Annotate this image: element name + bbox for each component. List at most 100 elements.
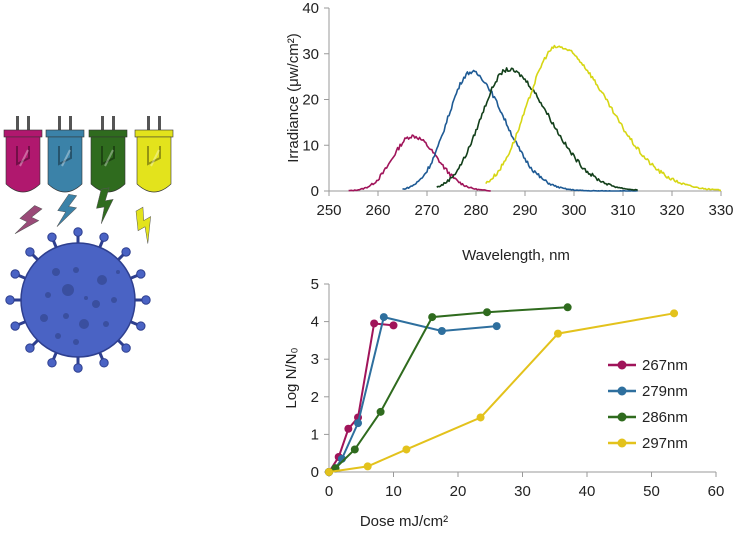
led-filament	[101, 146, 115, 166]
spectrum-y-tick-label: 30	[302, 46, 319, 63]
uv-led-icon	[134, 116, 174, 193]
virus-body	[20, 242, 136, 358]
led-pin	[27, 116, 30, 132]
spectrum-x-tick-label: 330	[708, 202, 733, 219]
led-body	[5, 136, 41, 193]
virus-spike-tip	[141, 295, 151, 305]
dose-response-point	[492, 322, 501, 331]
spectrum-chart: 250 260 270 280 290 300 310 320 330 0 10 20 30 40 Wav…	[285, 0, 734, 264]
virus-spike-tip	[73, 227, 83, 237]
dose-response-point	[476, 413, 485, 422]
virus-spot	[103, 321, 109, 327]
virus-spot	[97, 275, 107, 285]
spectrum-labels: Wavelength, nm Irradiance (μw/cm²)	[285, 33, 570, 264]
lightning-bolts	[14, 187, 151, 244]
legend-label: 267nm	[642, 357, 688, 374]
spectrum-x-tick-label: 320	[659, 202, 684, 219]
dose-response-point	[325, 468, 333, 476]
virus-spike-tip	[136, 321, 146, 331]
virus-spot	[73, 339, 79, 345]
virus-spike-tip	[47, 232, 57, 242]
dose-response-point	[553, 329, 562, 338]
lightning-bolt-icon	[135, 206, 151, 244]
led-filament	[58, 146, 72, 166]
dose-response-point	[437, 327, 446, 335]
uv-led-illustration	[3, 116, 174, 373]
dose-response-point	[354, 419, 363, 428]
led-rim	[3, 129, 43, 138]
led-pin	[158, 116, 161, 132]
virus-icon	[5, 227, 151, 373]
legend-swatch-marker	[617, 360, 627, 370]
legend-label: 279nm	[642, 383, 688, 400]
spectrum-x-tick-label: 290	[512, 202, 537, 219]
spectrum-x-tick-label: 280	[463, 202, 488, 219]
led-filament	[147, 146, 161, 166]
virus-spot	[63, 313, 69, 319]
led-pin	[58, 116, 61, 132]
legend-label: 286nm	[642, 409, 688, 426]
dose-y-tick-label: 2	[311, 389, 319, 406]
virus-spike-tip	[10, 321, 20, 331]
dose-x-tick-label: 50	[643, 483, 660, 500]
dose-response-point	[370, 319, 379, 328]
dose-y-tick-label: 5	[311, 276, 319, 293]
dose-response-point	[389, 321, 398, 330]
lightning-bolt-icon	[56, 193, 78, 227]
led-pin	[147, 116, 150, 132]
virus-spot	[79, 319, 89, 329]
led-reflection	[104, 149, 114, 167]
dose-x-tick-label: 60	[708, 483, 725, 500]
dose-y-tick-label: 0	[311, 464, 319, 481]
dose-x-tick-label: 40	[579, 483, 596, 500]
led-pin	[101, 116, 104, 132]
virus-spike-tip	[5, 295, 15, 305]
dose-x-axis-label: Dose mJ/cm²	[360, 513, 448, 530]
led-pin	[16, 116, 19, 132]
dose-response-point	[428, 313, 437, 322]
dose-x-tick-label: 10	[385, 483, 402, 500]
spectrum-axes: 250 260 270 280 290 300 310 320 330 0 10 20 30 40	[302, 0, 733, 219]
led-reflection	[150, 149, 160, 167]
dose-response-point	[563, 303, 572, 312]
uv-led-icon	[88, 116, 128, 193]
dose-response-point	[483, 308, 492, 317]
dose-y-tick-label: 3	[311, 351, 319, 368]
led-pin	[112, 116, 115, 132]
virus-spot	[55, 333, 61, 339]
virus-spot	[52, 268, 60, 276]
dose-response-line	[328, 312, 675, 473]
spectrum-y-tick-label: 0	[311, 183, 319, 200]
virus-spike-tip	[99, 358, 109, 368]
virus-spike-tip	[73, 363, 83, 373]
virus-spot	[62, 284, 74, 296]
legend-swatch-marker	[617, 438, 627, 448]
spectrum-y-tick-label: 20	[302, 92, 319, 109]
legend-swatch-marker	[617, 412, 627, 422]
led-group	[3, 116, 174, 193]
dose-x-tick-label: 30	[514, 483, 531, 500]
inactivation-chart: 0 10 20 30 40 50 60 0 1 2 3 4 5 267nm 279nm 286nm 297nm…	[283, 276, 724, 530]
led-body	[90, 136, 126, 193]
virus-spot	[40, 314, 48, 322]
dose-x-tick-label: 20	[450, 483, 467, 500]
virus-spike-tip	[136, 269, 146, 279]
dose-response-line	[328, 306, 568, 473]
dose-x-tick-label: 0	[325, 483, 333, 500]
spectrum-x-tick-label: 260	[365, 202, 390, 219]
virus-spike-tip	[121, 247, 131, 257]
led-reflection	[19, 149, 29, 167]
spectrum-line	[348, 134, 491, 192]
dose-response-point	[376, 407, 385, 416]
legend-label: 297nm	[642, 435, 688, 452]
spectrum-y-axis-label: Irradiance (μw/cm²)	[285, 33, 302, 163]
virus-spike-tip	[47, 358, 57, 368]
virus-spike-tip	[10, 269, 20, 279]
led-rim	[88, 129, 128, 138]
dose-response-line	[328, 322, 394, 473]
spectrum-x-tick-label: 310	[610, 202, 635, 219]
virus-spot	[116, 270, 120, 274]
spectrum-x-tick-label: 250	[316, 202, 341, 219]
lightning-bolt-icon	[14, 205, 43, 234]
led-body	[47, 136, 83, 193]
